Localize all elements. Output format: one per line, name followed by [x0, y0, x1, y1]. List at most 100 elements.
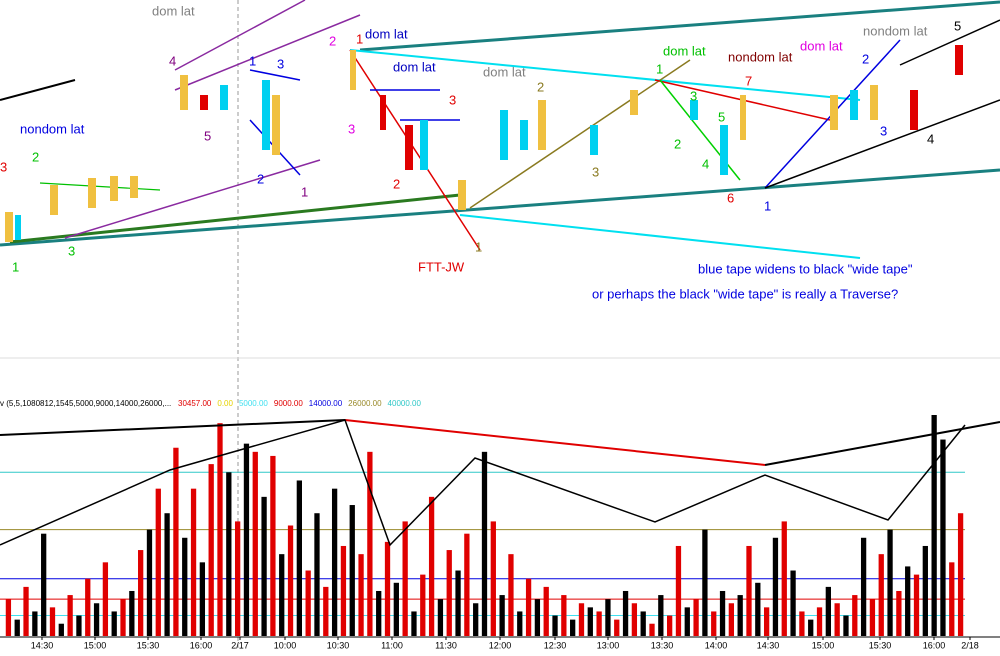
- volume-bar: [446, 550, 452, 636]
- volume-bar: [525, 578, 532, 636]
- volume-bar: [719, 590, 726, 636]
- volume-bar: [596, 611, 602, 636]
- label: 3: [68, 243, 75, 258]
- time-label: 16:00: [923, 640, 946, 650]
- trend-line: [469, 59, 691, 209]
- volume-bar: [763, 607, 770, 636]
- time-label: 13:30: [651, 640, 674, 650]
- volume-bar: [199, 562, 206, 636]
- volume-bar: [913, 574, 920, 636]
- time-axis: 14:30 15:00 15:30 16:00 2/17 10:00 10:30 11:00 1…: [0, 636, 1000, 650]
- annotation: dom lat: [393, 59, 436, 74]
- volume-bar: [499, 595, 505, 636]
- volume-bar: [543, 586, 549, 636]
- label: 1: [764, 198, 771, 213]
- time-label: 13:00: [597, 640, 620, 650]
- volume-bar: [314, 513, 320, 636]
- volume-bar: [737, 595, 743, 636]
- volume-bar: [138, 550, 144, 636]
- volume-bar: [649, 623, 655, 636]
- label: 1: [301, 184, 308, 199]
- volume-bar: [464, 533, 470, 636]
- indicator-reading: 30457.00: [178, 399, 212, 408]
- candles: [5, 45, 963, 242]
- volume-bar: [296, 480, 302, 636]
- volume-bar: [931, 415, 937, 636]
- level-label: 5000.00: [239, 399, 268, 408]
- indicator-reading: 0.00: [217, 399, 233, 408]
- volume-bar: [182, 537, 188, 636]
- volume-bar: [640, 611, 646, 636]
- volume-bar: [887, 529, 893, 636]
- volume-bar: [587, 607, 593, 636]
- trend-line: [349, 49, 481, 251]
- label: 3: [880, 123, 887, 138]
- time-label: 10:30: [327, 640, 350, 650]
- annotation: nondom lat: [728, 49, 793, 64]
- time-label: 11:30: [435, 640, 457, 650]
- label: 7: [745, 73, 752, 88]
- trend-line: [174, 0, 306, 71]
- volume-bar: [896, 590, 902, 636]
- volume-bar: [14, 619, 20, 636]
- volume-bar: [781, 521, 787, 636]
- trend-line: [0, 419, 346, 436]
- volume-bar: [279, 554, 285, 636]
- volume-bar: [217, 423, 223, 636]
- volume-bar: [349, 505, 355, 636]
- level-label: 14000.00: [309, 399, 343, 408]
- volume-bar: [622, 590, 629, 636]
- volume-bar: [323, 586, 329, 636]
- trend-line: [0, 168, 1000, 247]
- volume-bar: [367, 451, 373, 636]
- indicator-header: v (5,5,1080812,1545,5000,9000,14000,2600…: [0, 399, 171, 408]
- annotations: dom lat nondom lat dom lat dom lat dom l…: [0, 3, 961, 301]
- volume-bar: [49, 607, 56, 636]
- volume-bar: [305, 570, 311, 636]
- volume-bar: [164, 513, 170, 636]
- volume-bar: [561, 595, 567, 636]
- volume-bar: [578, 603, 585, 636]
- volume-bar: [799, 611, 805, 636]
- volume-bar: [41, 533, 47, 636]
- time-label: 14:00: [705, 640, 728, 650]
- label: 2: [537, 79, 544, 94]
- volume-bar: [111, 611, 117, 636]
- annotation: nondom lat: [863, 23, 928, 38]
- label: 1: [249, 53, 256, 68]
- volume-bar: [922, 545, 928, 636]
- volume-bar: [331, 488, 338, 636]
- volume-bar: [411, 611, 417, 636]
- volume-bar: [869, 599, 876, 636]
- trend-line: [0, 79, 76, 101]
- trend-line: [899, 19, 1000, 66]
- trend-line: [249, 69, 301, 81]
- volume-bar: [252, 451, 258, 636]
- time-label: 14:30: [31, 640, 54, 650]
- volume-bar: [570, 619, 576, 636]
- annotation: or perhaps the black "wide tape" is real…: [592, 286, 898, 301]
- volume-bar: [455, 570, 461, 636]
- annotation: FTT-JW: [418, 259, 465, 274]
- volume-bar: [129, 590, 135, 636]
- volume-bar: [605, 599, 611, 636]
- label: 2: [862, 51, 869, 66]
- volume-bar: [667, 615, 673, 636]
- time-label: 2/18: [961, 640, 979, 650]
- volume-bar: [340, 545, 347, 636]
- volume-bar: [825, 586, 831, 636]
- label: 2: [329, 33, 336, 48]
- volume-bar: [631, 603, 638, 636]
- volume-bar: [190, 488, 197, 636]
- volume-bar: [102, 562, 109, 636]
- volume-bar: [270, 455, 276, 636]
- volume-bar: [675, 545, 682, 636]
- volume-bar: [428, 496, 435, 636]
- volume-bar: [85, 578, 91, 636]
- volume-bar: [905, 566, 911, 636]
- time-label: 15:30: [869, 640, 892, 650]
- volume-bar: [949, 562, 955, 636]
- label: 1: [656, 61, 663, 76]
- label: 1: [475, 239, 482, 254]
